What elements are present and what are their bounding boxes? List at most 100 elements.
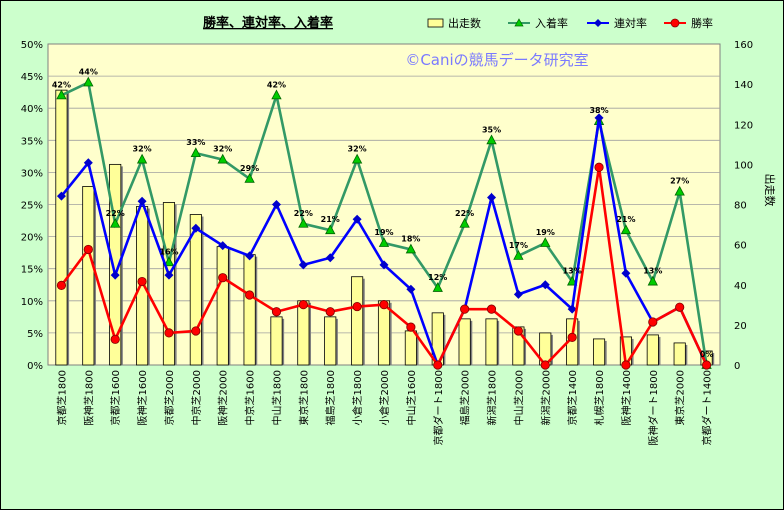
left-tick-label: 35% (21, 136, 43, 147)
point-win-rate (83, 244, 93, 255)
category-label: 中山芝1800 (270, 370, 283, 425)
point-top2-rate (110, 270, 120, 280)
point-in-money-rate (540, 237, 551, 247)
legend-label-2: 連対率 (614, 16, 647, 30)
category-label: 京都ダート1800 (432, 370, 445, 445)
left-axis: 0% 5% 10% 15% 20% 25% 30% 35% 40% 45% 50% (21, 40, 43, 372)
point-in-money-rate (432, 282, 443, 292)
bar (109, 163, 122, 366)
data-label: 42% (52, 80, 71, 89)
right-tick-label: 100 (734, 160, 753, 171)
point-in-money-rate (405, 243, 417, 254)
right-axis-title: 出走数 (763, 174, 777, 207)
category-label: 札幌芝1800 (593, 370, 606, 425)
point-win-rate (433, 360, 443, 370)
legend-label-3: 勝率 (691, 16, 713, 30)
category-label: 東京芝2000 (674, 370, 687, 425)
point-in-money-rate (298, 217, 309, 228)
point-win-rate (298, 300, 308, 310)
point-win-rate (513, 326, 524, 336)
category-label: 東京芝1800 (297, 370, 310, 425)
watermark: ©Caniの競馬データ研究室 (405, 51, 588, 69)
right-tick-label: 160 (734, 40, 753, 51)
point-win-rate (218, 273, 228, 283)
category-label: 小倉芝2000 (378, 370, 391, 425)
point-win-rate (191, 326, 201, 336)
point-in-money-rate (674, 185, 685, 196)
data-label: 17% (509, 241, 528, 250)
category-axis: 京都芝1800 阪神芝1800 京都芝1600 阪神芝1600 京都芝2000 中京芝20… (55, 370, 713, 445)
data-label: 38% (589, 106, 608, 115)
legend-swatch-bar (427, 18, 444, 28)
legend-label-0: 出走数 (448, 16, 481, 30)
bar (485, 318, 498, 366)
point-top2-rate (245, 251, 255, 261)
point-win-rate (245, 290, 255, 300)
data-label: 29% (240, 164, 259, 173)
bar (216, 246, 229, 366)
category-label: 京都芝2000 (163, 370, 176, 425)
line-series (56, 76, 712, 370)
point-win-rate (675, 302, 685, 312)
category-label: 京都芝1600 (109, 370, 122, 425)
data-label: 16% (159, 247, 178, 256)
data-label: 22% (455, 209, 474, 218)
legend-marker-triangle (514, 18, 524, 27)
left-tick-label: 5% (27, 329, 43, 340)
category-label: 小倉芝1800 (351, 370, 364, 425)
point-in-money-rate (566, 275, 578, 286)
point-win-rate (567, 332, 577, 342)
data-label: 21% (321, 215, 340, 224)
point-win-rate (648, 317, 658, 327)
point-in-money-rate (271, 89, 282, 100)
point-win-rate (486, 304, 497, 314)
point-in-money-rate (190, 147, 202, 158)
bar (270, 316, 283, 366)
point-win-rate (701, 360, 712, 370)
point-in-money-rate (163, 256, 175, 267)
point-top2-rate (83, 158, 93, 168)
point-in-money-rate (56, 89, 67, 100)
point-win-rate (540, 360, 550, 370)
right-tick-label: 140 (734, 80, 753, 91)
bar (82, 186, 95, 366)
point-top2-rate (164, 270, 174, 280)
category-label: 中山芝1600 (405, 370, 418, 425)
point-in-money-rate (244, 172, 255, 183)
data-labels: 42% 44% 22% 32% 16% 33% 32% 29% 42% 22% 21% 32% 19% 1… (52, 68, 713, 359)
point-top2-rate (137, 196, 147, 206)
category-label: 阪神ダート1800 (647, 370, 660, 445)
point-in-money-rate (620, 224, 632, 235)
point-in-money-rate (325, 224, 336, 235)
legend: 出走数 入着率 連対率 勝率 (427, 16, 713, 30)
right-tick-label: 40 (734, 281, 747, 292)
right-tick-label: 0 (734, 361, 740, 372)
right-tick-label: 80 (734, 201, 747, 212)
bar (55, 89, 68, 366)
left-tick-label: 25% (21, 201, 43, 212)
point-win-rate (110, 334, 120, 344)
point-top2-rate (352, 214, 362, 224)
chart-title: 勝率、連対率、入着率 (203, 15, 333, 31)
category-label: 福島芝1800 (324, 370, 337, 425)
data-label: 22% (106, 209, 125, 218)
data-label: 33% (186, 138, 205, 147)
point-top2-rate (540, 280, 550, 290)
point-top2-rate (298, 260, 308, 270)
point-top2-rate (513, 289, 523, 299)
data-label: 19% (536, 228, 555, 237)
point-in-money-rate (110, 217, 121, 228)
point-top2-rate (567, 304, 577, 314)
category-label: 中京芝2000 (190, 370, 203, 425)
point-in-money-rate (647, 275, 658, 286)
bar (297, 300, 310, 366)
category-label: 福島芝2000 (459, 370, 472, 425)
category-label: 京都芝1400 (566, 370, 579, 425)
data-label: 44% (79, 68, 98, 77)
bar (646, 334, 659, 366)
right-tick-label: 20 (734, 321, 747, 332)
point-top2-rate (191, 223, 201, 233)
left-tick-label: 50% (21, 40, 43, 51)
left-tick-label: 45% (21, 72, 43, 83)
